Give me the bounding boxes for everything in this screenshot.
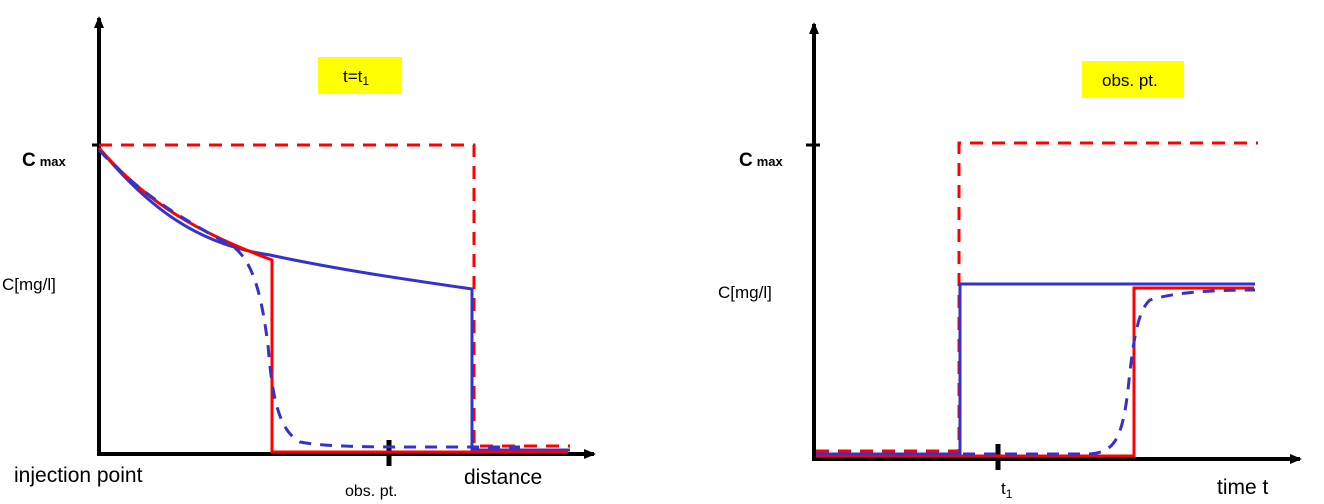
left-highlight-label: t=t1: [343, 67, 369, 88]
left-x-label: distance: [464, 466, 542, 489]
left-highlight-box: [318, 57, 402, 94]
left-blue-solid-curve: [97, 147, 570, 452]
left-y-label: C[mg/l]: [2, 275, 56, 294]
right-highlight-label: obs. pt.: [1102, 71, 1158, 90]
right-red-solid-step: [816, 286, 1254, 458]
right-t1-label: t1: [1001, 479, 1013, 501]
left-blue-dashed-curve: [97, 148, 520, 449]
left-red-dashed-plug: [99, 143, 570, 448]
left-origin-label: injection point: [14, 464, 143, 487]
right-y-label: C[mg/l]: [718, 283, 772, 302]
left-obs-label: obs. pt.: [345, 483, 397, 500]
right-highlight-box: [1082, 61, 1184, 98]
right-blue-dashed-curve: [816, 288, 1256, 456]
left-red-solid-curve: [97, 147, 568, 454]
right-blue-solid-step: [816, 282, 1255, 456]
right-red-dashed-step: [816, 141, 1258, 453]
right-x-label: time t: [1217, 476, 1269, 499]
